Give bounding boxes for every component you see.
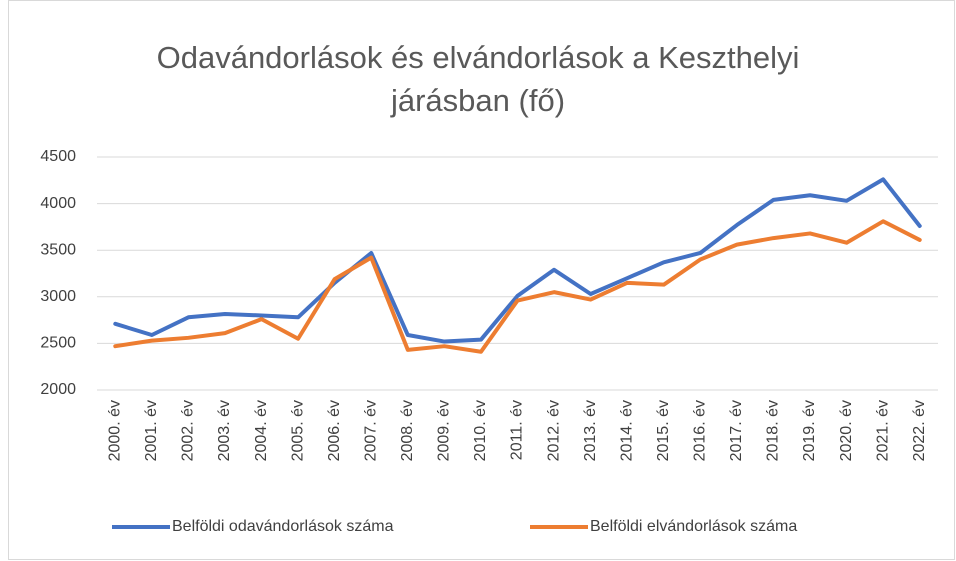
legend-label: Belföldi odavándorlások száma <box>172 518 394 535</box>
x-tick-label: 2006. év <box>326 400 343 461</box>
x-tick-label: 2017. év <box>728 400 745 461</box>
y-tick-label: 2500 <box>40 335 76 352</box>
line-series <box>113 177 922 344</box>
x-tick-label: 2022. év <box>911 400 928 461</box>
y-tick-label: 3000 <box>40 288 76 305</box>
y-tick-label: 3500 <box>40 241 76 258</box>
y-tick-label: 4500 <box>40 148 76 165</box>
x-tick-label: 2009. év <box>436 400 453 461</box>
y-tick-label: 2000 <box>40 381 76 398</box>
x-tick-label: 2018. év <box>765 400 782 461</box>
chart-frame <box>8 0 955 560</box>
x-tick-label: 2015. év <box>655 400 672 461</box>
x-tick-label: 2016. év <box>692 400 709 461</box>
x-tick-label: 2007. év <box>362 400 379 461</box>
y-tick-label: 4000 <box>40 195 76 212</box>
x-tick-label: 2019. év <box>801 400 818 461</box>
x-tick-label: 2013. év <box>582 400 599 461</box>
x-tick-label: 2014. év <box>618 400 635 461</box>
line-series <box>113 219 922 354</box>
x-tick-label: 2001. év <box>143 400 160 461</box>
x-tick-label: 2004. év <box>253 400 270 461</box>
x-tick-label: 2020. év <box>838 400 855 461</box>
x-tick-label: 2012. év <box>545 400 562 461</box>
x-tick-label: 2003. év <box>216 400 233 461</box>
legend-label: Belföldi elvándorlások száma <box>590 518 797 535</box>
x-tick-label: 2000. év <box>107 400 124 461</box>
x-tick-label: 2005. év <box>289 400 306 461</box>
x-tick-label: 2011. év <box>509 400 526 460</box>
x-tick-label: 2010. év <box>472 400 489 461</box>
x-tick-label: 2021. év <box>874 400 891 461</box>
x-tick-label: 2008. év <box>399 400 416 461</box>
chart-title: Odavándorlások és elvándorlások a Keszth… <box>156 40 800 118</box>
x-tick-label: 2002. év <box>180 400 197 461</box>
